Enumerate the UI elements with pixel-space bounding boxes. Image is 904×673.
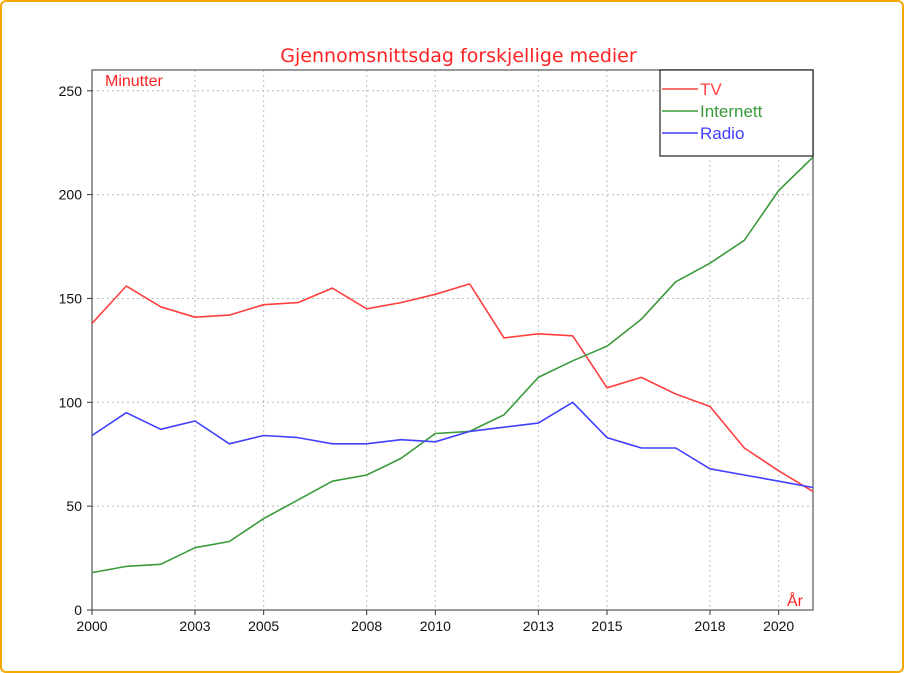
y-axis-label: Minutter <box>105 73 163 90</box>
plot-border <box>91 69 814 611</box>
y-tick-label: 250 <box>59 83 83 99</box>
x-tick-label: 2008 <box>351 618 382 634</box>
x-tick-label: 2000 <box>76 618 107 634</box>
y-tick-label: 0 <box>74 602 82 618</box>
axis-ticks: 2000 2003 2005 2008 2010 2013 2015 2018 2020 0 50 1… <box>59 83 795 634</box>
x-tick-label: 2015 <box>591 618 622 634</box>
series-lines <box>91 156 814 574</box>
x-tick-label: 2005 <box>248 618 279 634</box>
chart-title: Gjennomsnittsdag forskjellige medier <box>280 45 637 67</box>
y-tick-label: 150 <box>59 290 83 306</box>
y-tick-label: 100 <box>59 394 83 410</box>
legend-label-radio: Radio <box>700 124 744 143</box>
x-tick-label: 2020 <box>763 618 794 634</box>
x-tick-label: 2003 <box>179 618 210 634</box>
legend-box <box>659 69 814 157</box>
series-line-radio <box>91 401 814 489</box>
legend: TV Internett Radio <box>659 69 814 157</box>
series-line-tv <box>91 283 814 493</box>
y-tick-label: 200 <box>59 187 83 203</box>
x-tick-label: 2010 <box>420 618 451 634</box>
series-line-internett <box>91 156 814 574</box>
y-tick-label: 50 <box>66 498 82 514</box>
legend-label-tv: TV <box>700 80 722 99</box>
x-tick-label: 2018 <box>694 618 725 634</box>
x-tick-label: 2013 <box>523 618 554 634</box>
x-axis-label: År <box>787 591 804 610</box>
legend-label-internett: Internett <box>700 102 763 121</box>
